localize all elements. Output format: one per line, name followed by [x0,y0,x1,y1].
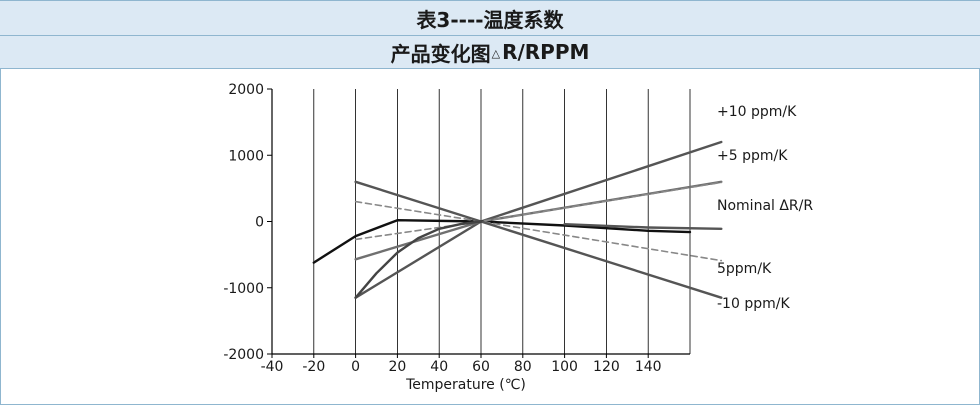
chart-title-prefix: 产品变化图 [390,41,491,66]
table-title: 表3----温度系数 [416,7,564,32]
annotation-label: Nominal ΔR/R [717,198,813,214]
chart-title-row: 产品变化图 △ R/RPPM [0,36,980,69]
x-tick-label: 20 [388,359,406,375]
series-line-4 [354,200,723,262]
y-tick-label: 0 [255,215,264,231]
series-line-3 [563,222,723,231]
annotation-label: +10 ppm/K [717,104,797,120]
y-tick-labels: 2000 1000 0 -1000 -2000 [223,82,264,363]
y-tick-label: 2000 [228,82,264,98]
y-tick-label: 1000 [228,148,264,164]
x-tick-label: 120 [593,359,620,375]
chart-title-suffix: R/RPPM [502,40,590,64]
x-tick-label: 80 [514,359,532,375]
x-tick-label: 0 [351,359,360,375]
x-tick-label: -20 [302,359,325,375]
annotation-label: +5 ppm/K [717,148,788,164]
line-annotations: +10 ppm/K +5 ppm/K Nominal ΔR/R 5ppm/K -10 p… [717,104,813,312]
x-axis-label: Temperature (℃) [405,377,526,393]
series-lines [312,140,723,299]
x-tick-label: 60 [472,359,490,375]
annotation-label: -10 ppm/K [717,296,790,312]
delta-triangle-symbol: △ [491,46,501,60]
x-tick-label: 40 [430,359,448,375]
x-tick-label: -40 [261,359,284,375]
series-line-6 [354,180,723,299]
table-title-row: 表3----温度系数 [0,0,980,36]
series-line-7 [354,220,483,299]
x-tick-label: 140 [635,359,662,375]
y-tick-label: -1000 [223,281,264,297]
y-tick-label: -2000 [223,347,264,363]
annotation-label: 5ppm/K [717,261,772,277]
x-tick-label: 100 [551,359,578,375]
plot-frame [267,88,690,358]
x-tick-labels: -40 -20 0 20 40 60 80 100 120 140 [261,359,662,375]
